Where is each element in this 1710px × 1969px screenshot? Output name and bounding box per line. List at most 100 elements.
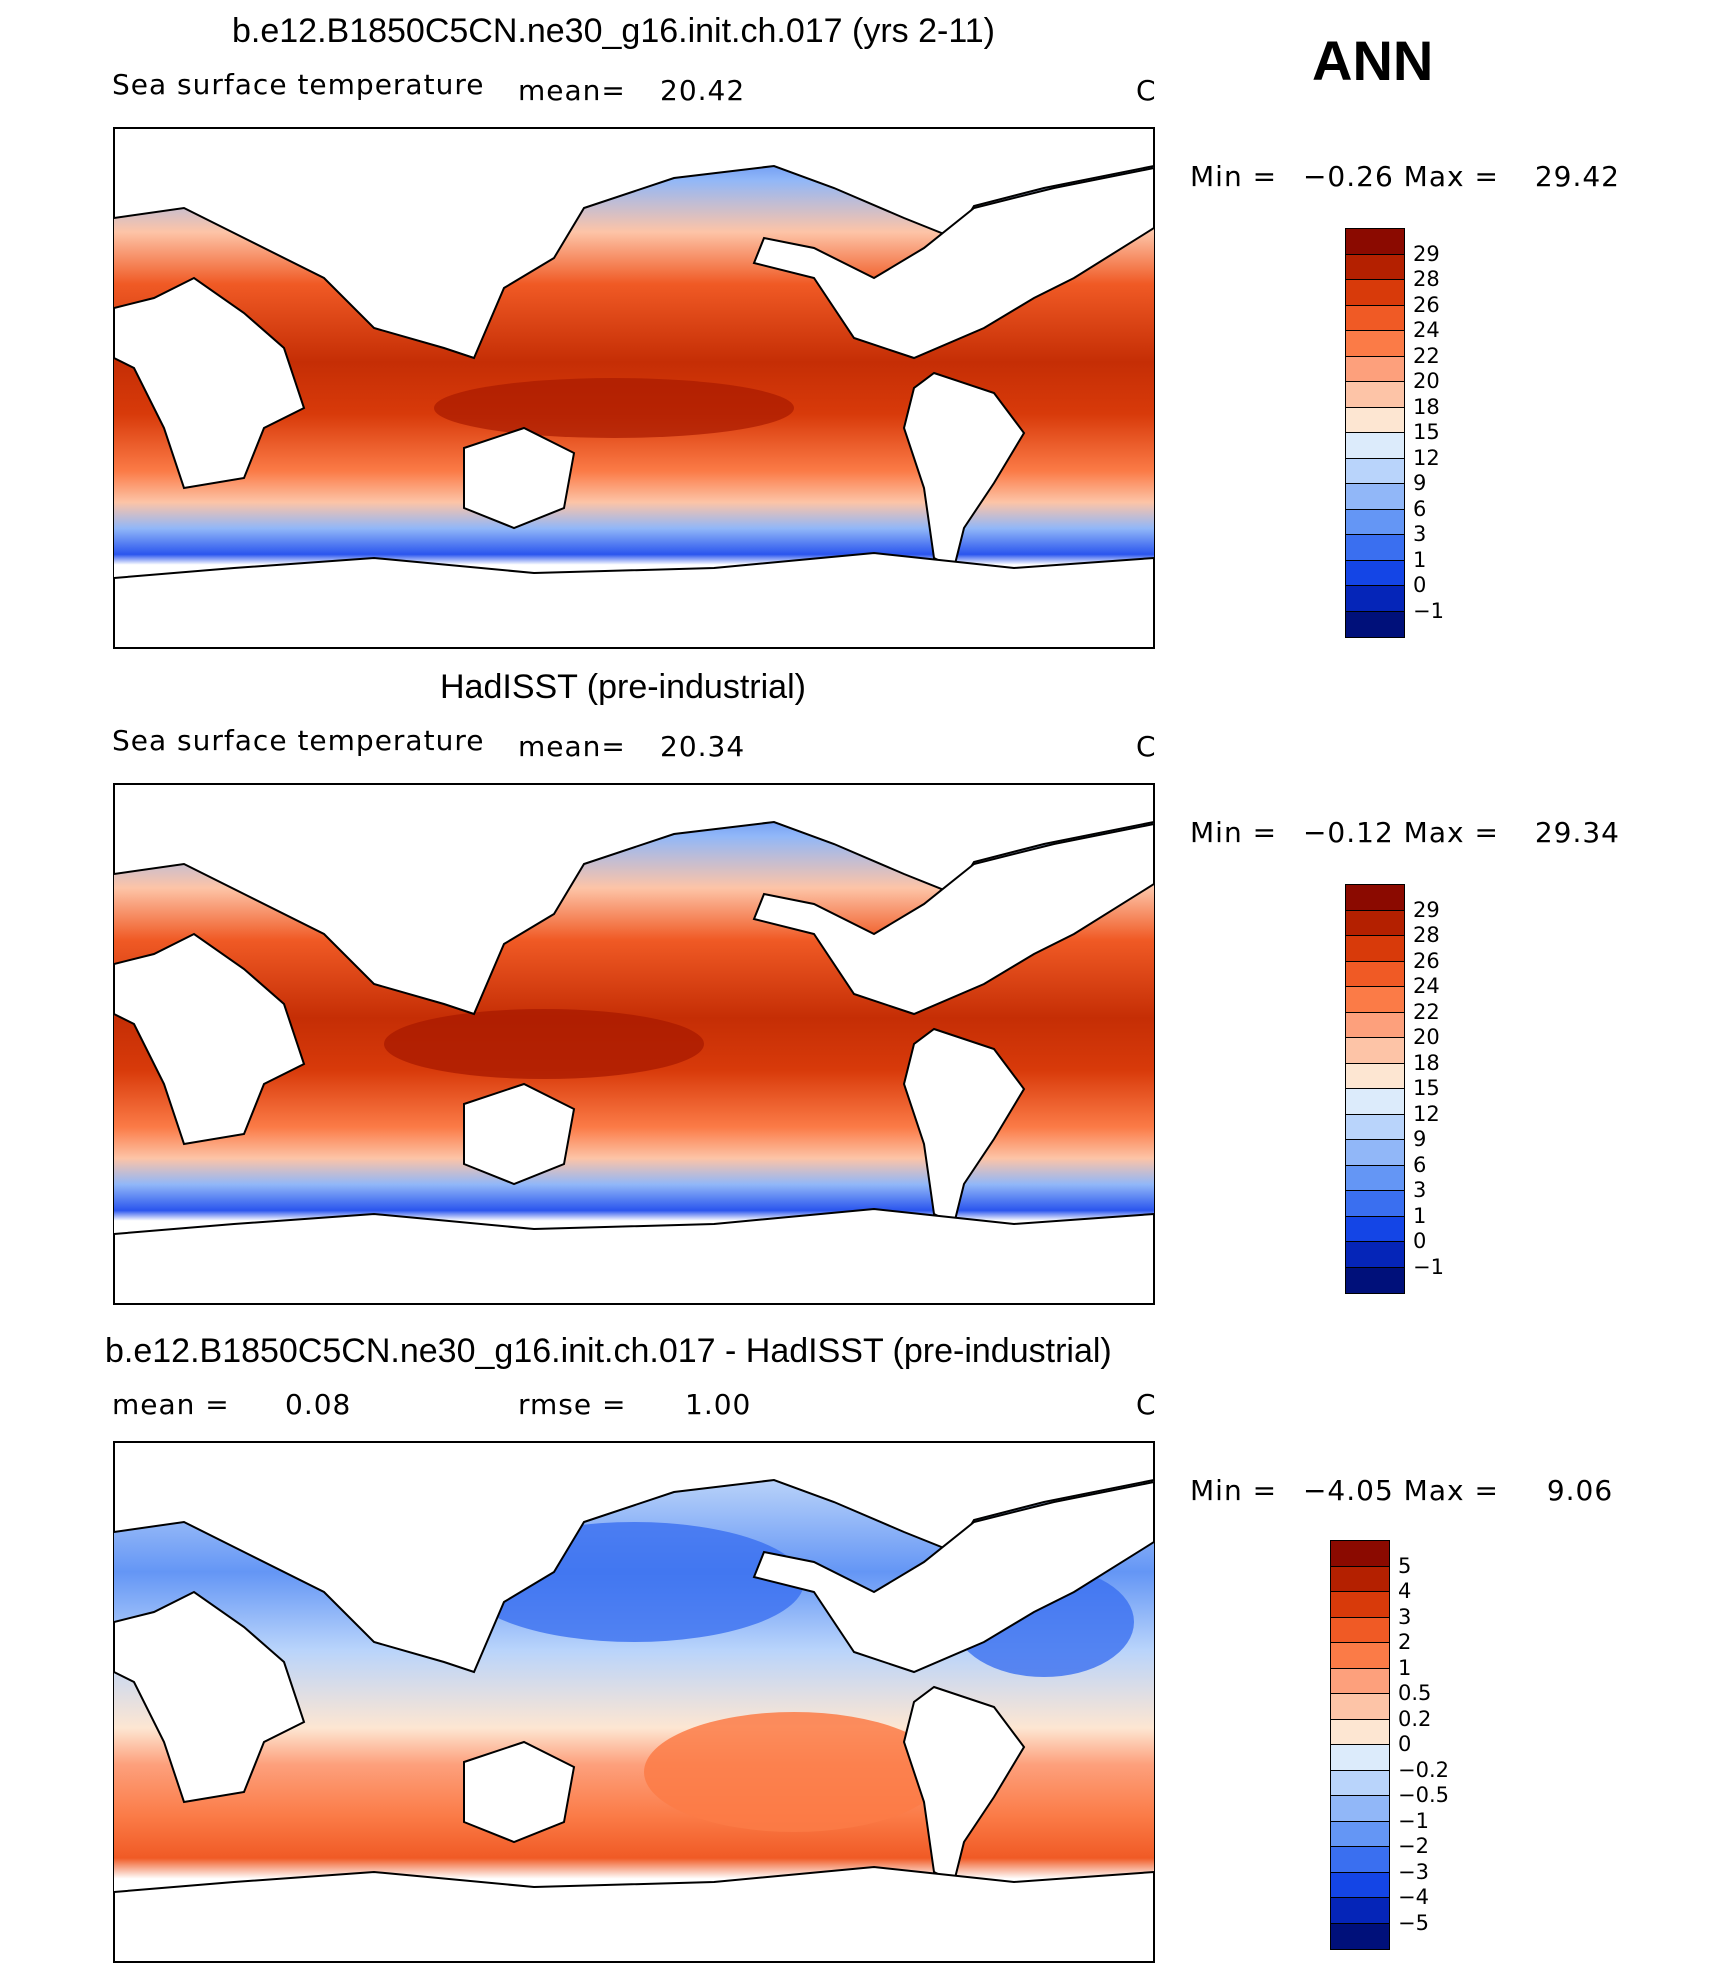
- colorbar-tick-label: −0.5: [1398, 1783, 1449, 1807]
- colorbar-tick-label: 0: [1413, 1229, 1427, 1253]
- colorbar-tick-label: 1: [1413, 547, 1427, 572]
- colorbar-segment: [1331, 1694, 1389, 1720]
- colorbar-segment: [1346, 1012, 1404, 1038]
- colorbar-tick-label: 12: [1413, 1101, 1440, 1126]
- panel1-minmax: Min = −0.26 Max = 29.42: [1190, 160, 1620, 193]
- panel2-max-label: Max =: [1403, 816, 1499, 849]
- warm-pool: [434, 378, 794, 438]
- colorbar-tick-label: 1: [1413, 1203, 1427, 1228]
- colorbar-tick-label: 0.2: [1398, 1706, 1432, 1731]
- colorbar-segment: [1346, 1114, 1404, 1140]
- panel1-mean-value: 20.42: [660, 74, 746, 107]
- colorbar-tick-label: 5: [1398, 1553, 1412, 1578]
- panel1-title: b.e12.B1850C5CN.ne30_g16.init.ch.017 (yr…: [232, 12, 995, 50]
- colorbar-segment: [1331, 1796, 1389, 1822]
- season-label: ANN: [1312, 29, 1434, 92]
- colorbar-tick-label: 15: [1413, 1076, 1440, 1100]
- colorbar-tick-label: 4: [1398, 1579, 1412, 1603]
- panel3-colorbar: [1330, 1540, 1390, 1950]
- colorbar-segment: [1346, 1191, 1404, 1217]
- panel3-max-label: Max =: [1403, 1474, 1499, 1507]
- colorbar-segment: [1346, 1242, 1404, 1268]
- colorbar-segment: [1331, 1898, 1389, 1924]
- colorbar-tick-label: 9: [1413, 1127, 1427, 1151]
- colorbar-segment: [1346, 331, 1404, 357]
- colorbar-segment: [1331, 1541, 1389, 1567]
- colorbar-tick-label: 29: [1413, 241, 1440, 266]
- colorbar-tick-label: 1: [1398, 1655, 1412, 1680]
- colorbar-segment: [1331, 1617, 1389, 1643]
- colorbar-tick-label: 20: [1413, 1025, 1440, 1049]
- colorbar-tick-label: 18: [1413, 394, 1440, 419]
- colorbar-tick-label: 15: [1413, 420, 1440, 444]
- panel2-minmax: Min = −0.12 Max = 29.34: [1190, 816, 1620, 849]
- panel2-units: C: [1136, 730, 1157, 763]
- colorbar-tick-label: 22: [1413, 343, 1440, 368]
- colorbar-segment: [1346, 484, 1404, 510]
- panel2-max-value: 29.34: [1534, 816, 1620, 849]
- colorbar-segment: [1346, 586, 1404, 612]
- colorbar-tick-label: −0.2: [1398, 1757, 1449, 1782]
- colorbar-segment: [1346, 560, 1404, 586]
- panel1-map-svg: [114, 128, 1154, 648]
- panel1-variable: Sea surface temperature: [112, 68, 485, 101]
- panel3-mean-value: 0.08: [285, 1388, 352, 1421]
- warm-anomaly-sepac: [644, 1712, 944, 1832]
- colorbar-segment: [1346, 1089, 1404, 1115]
- colorbar-tick-label: 3: [1413, 1178, 1427, 1202]
- colorbar-segment: [1346, 433, 1404, 459]
- panel2-min-label: Min =: [1190, 816, 1278, 849]
- colorbar-segment: [1346, 254, 1404, 280]
- panel2-title: HadISST (pre-industrial): [440, 668, 806, 706]
- colorbar-segment: [1346, 611, 1404, 637]
- colorbar-segment: [1346, 356, 1404, 382]
- colorbar-tick-label: 3: [1398, 1604, 1412, 1629]
- colorbar-segment: [1346, 509, 1404, 535]
- panel2-variable: Sea surface temperature: [112, 724, 485, 757]
- panel1-units: C: [1136, 74, 1157, 107]
- colorbar-segment: [1331, 1847, 1389, 1873]
- colorbar-segment: [1331, 1770, 1389, 1796]
- colorbar-segment: [1346, 1165, 1404, 1191]
- colorbar-tick-label: 0.5: [1398, 1681, 1432, 1705]
- panel1-max-label: Max =: [1403, 160, 1499, 193]
- colorbar-segment: [1346, 535, 1404, 561]
- panel3-mean-label: mean =: [112, 1388, 230, 1421]
- colorbar-tick-label: 20: [1413, 369, 1440, 393]
- colorbar-segment: [1346, 280, 1404, 306]
- panel2-map-svg: [114, 784, 1154, 1304]
- panel1-colorbar: [1345, 228, 1405, 638]
- colorbar-tick-label: 29: [1413, 897, 1440, 922]
- colorbar-tick-label: −4: [1398, 1885, 1429, 1909]
- continents: [114, 784, 1154, 1304]
- colorbar-segment: [1346, 1140, 1404, 1166]
- colorbar-tick-label: 28: [1413, 267, 1440, 291]
- panel2-map: [113, 783, 1155, 1305]
- colorbar-segment: [1331, 1668, 1389, 1694]
- colorbar-tick-label: 2: [1398, 1630, 1412, 1654]
- colorbar-tick-label: 24: [1413, 318, 1440, 342]
- panel2-mean-label: mean=: [518, 730, 626, 763]
- panel2-colorbar: [1345, 884, 1405, 1294]
- colorbar-segment: [1331, 1872, 1389, 1898]
- colorbar-segment: [1346, 305, 1404, 331]
- colorbar-segment: [1346, 1267, 1404, 1293]
- panel3-min-label: Min =: [1190, 1474, 1278, 1507]
- panel3-map-svg: [114, 1442, 1154, 1962]
- panel3-units: C: [1136, 1388, 1157, 1421]
- panel3-title: b.e12.B1850C5CN.ne30_g16.init.ch.017 - H…: [105, 1332, 1112, 1370]
- colorbar-tick-label: 0: [1413, 573, 1427, 597]
- colorbar-segment: [1346, 936, 1404, 962]
- colorbar-segment: [1331, 1719, 1389, 1745]
- colorbar-tick-label: 3: [1413, 522, 1427, 546]
- panel1-min-value: −0.26: [1302, 160, 1394, 193]
- colorbar-tick-label: 6: [1413, 496, 1427, 521]
- colorbar-segment: [1331, 1643, 1389, 1669]
- colorbar-tick-label: 9: [1413, 471, 1427, 495]
- colorbar-segment: [1346, 382, 1404, 408]
- colorbar-segment: [1346, 229, 1404, 255]
- colorbar-segment: [1346, 885, 1404, 911]
- panel1-max-value: 29.42: [1534, 160, 1620, 193]
- panel2-mean-value: 20.34: [660, 730, 746, 763]
- colorbar-tick-label: 22: [1413, 999, 1440, 1024]
